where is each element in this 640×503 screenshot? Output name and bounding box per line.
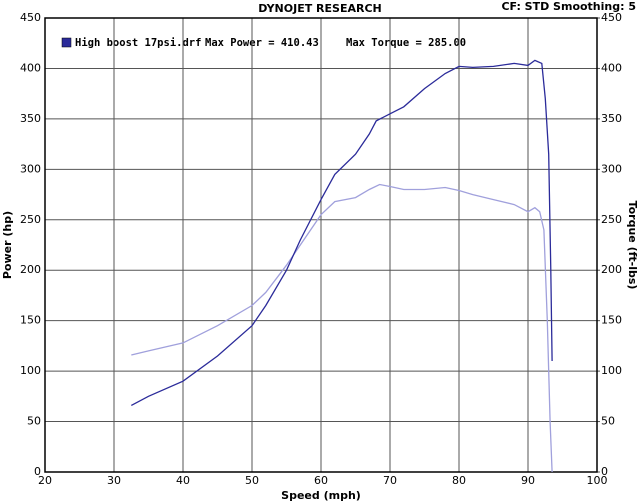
- y-tick-label: 400: [20, 61, 41, 74]
- data-line: [131, 183, 553, 473]
- y-tick-label: 0: [34, 465, 41, 478]
- y-tick-label: 300: [20, 162, 41, 175]
- chart-title: DYNOJET RESEARCH: [258, 2, 381, 15]
- x-tick-label: 90: [521, 474, 535, 487]
- y2-tick-label: 100: [601, 364, 622, 377]
- chart-subtitle: CF: STD Smoothing: 5: [501, 0, 636, 13]
- y2-tick-label: 200: [601, 263, 622, 276]
- y-tick-label: 350: [20, 112, 41, 125]
- x-tick-label: 30: [107, 474, 121, 487]
- y2-tick-label: 400: [601, 61, 622, 74]
- y-tick-label: 200: [20, 263, 41, 276]
- y2-axis-label: Torque (ft-lbs): [626, 201, 639, 290]
- data-line: [130, 59, 553, 406]
- legend-max-power: Max Power = 410.43: [205, 37, 319, 49]
- legend-max-torque: Max Torque = 285.00: [346, 37, 466, 49]
- x-tick-label: 100: [587, 474, 608, 487]
- y2-tick-label: 250: [601, 213, 622, 226]
- x-tick-label: 60: [314, 474, 328, 487]
- y2-tick-label: 150: [601, 314, 622, 327]
- y-tick-label: 50: [27, 415, 41, 428]
- y-tick-label: 100: [20, 364, 41, 377]
- x-tick-label: 70: [383, 474, 397, 487]
- y2-tick-label: 50: [601, 415, 615, 428]
- plot-frame: [44, 17, 598, 473]
- x-tick-label: 20: [38, 474, 52, 487]
- y2-tick-label: 450: [601, 11, 622, 24]
- y-axis-label: Power (hp): [1, 211, 14, 279]
- legend-label: High boost 17psi.drf: [75, 37, 201, 49]
- x-axis-label: Speed (mph): [281, 489, 361, 502]
- x-tick-label: 80: [452, 474, 466, 487]
- legend-swatch: [61, 37, 72, 48]
- x-tick-label: 40: [176, 474, 190, 487]
- y-tick-label: 250: [20, 213, 41, 226]
- x-tick-label: 50: [245, 474, 259, 487]
- y-tick-label: 150: [20, 314, 41, 327]
- y2-tick-label: 350: [601, 112, 622, 125]
- y-tick-label: 450: [20, 11, 41, 24]
- y2-tick-label: 0: [601, 465, 608, 478]
- y2-tick-label: 300: [601, 162, 622, 175]
